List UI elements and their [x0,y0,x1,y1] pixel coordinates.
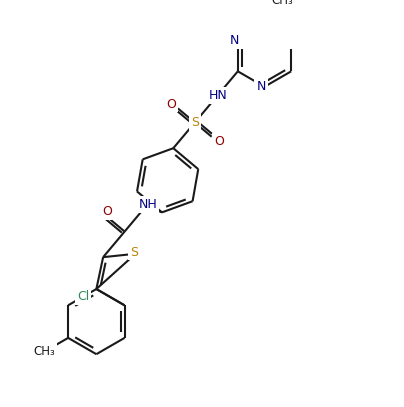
Text: N: N [256,80,266,93]
Text: CH₃: CH₃ [271,0,293,7]
Text: O: O [166,98,176,111]
Text: O: O [214,135,224,148]
Text: NH: NH [139,198,157,211]
Text: Cl: Cl [77,290,89,303]
Text: HN: HN [209,89,227,102]
Text: O: O [103,205,112,218]
Text: N: N [229,34,239,47]
Text: CH₃: CH₃ [34,345,56,358]
Text: S: S [191,116,199,129]
Text: S: S [130,245,138,258]
